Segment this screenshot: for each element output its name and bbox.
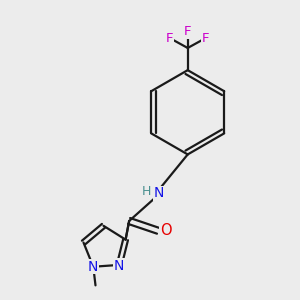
Text: F: F	[184, 25, 191, 38]
Text: N: N	[88, 260, 98, 274]
Text: F: F	[166, 32, 174, 45]
Text: N: N	[114, 259, 124, 273]
Text: N: N	[154, 187, 164, 200]
Text: O: O	[160, 223, 172, 238]
Text: F: F	[202, 32, 209, 45]
Text: H: H	[141, 185, 151, 198]
